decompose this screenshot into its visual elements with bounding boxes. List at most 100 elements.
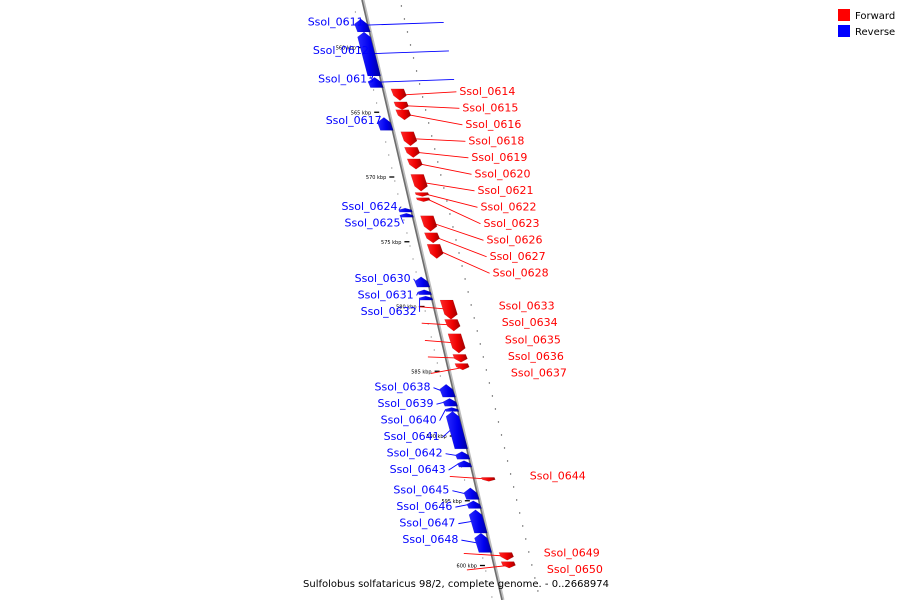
scale-dot	[412, 57, 415, 59]
gene-label-ssol-0628[interactable]: Ssol_0628	[493, 266, 549, 279]
gene-label-ssol-0634[interactable]: Ssol_0634	[502, 316, 558, 329]
scale-tick-label: 590 kbp	[426, 434, 446, 440]
gene-label-ssol-0643[interactable]: Ssol_0643	[390, 463, 446, 476]
gene-label-ssol-0644[interactable]: Ssol_0644	[530, 469, 586, 482]
gene-label-ssol-0623[interactable]: Ssol_0623	[484, 217, 540, 230]
gene-arrow-ssol-0623[interactable]	[415, 197, 431, 202]
scale-dot	[528, 551, 530, 553]
gene-label-ssol-0620[interactable]: Ssol_0620	[475, 167, 531, 180]
scale-dot	[479, 343, 481, 345]
gene-arrow-ssol-0634[interactable]	[444, 319, 461, 332]
gene-arrow-ssol-0638[interactable]	[439, 383, 457, 398]
scale-dot	[470, 304, 472, 306]
gene-arrow-ssol-0632[interactable]	[418, 295, 434, 301]
gene-arrow-ssol-0627[interactable]	[423, 232, 441, 244]
gene-label-ssol-0612[interactable]: Ssol_0612	[313, 44, 369, 57]
gene-label-ssol-0639[interactable]: Ssol_0639	[378, 397, 434, 410]
gene-label-ssol-0617[interactable]: Ssol_0617	[326, 114, 382, 127]
scale-dot	[531, 564, 533, 566]
scale-dot	[491, 395, 494, 397]
gene-label-ssol-0622[interactable]: Ssol_0622	[481, 200, 537, 213]
label-leader-line	[427, 194, 478, 208]
scale-tick-label: 575 kbp	[381, 240, 401, 246]
gene-arrow-ssol-0614[interactable]	[390, 88, 407, 101]
scale-dot	[379, 115, 381, 117]
gene-arrow-ssol-0620[interactable]	[406, 158, 423, 170]
gene-label-ssol-0645[interactable]: Ssol_0645	[393, 484, 449, 497]
gene-arrow-ssol-0645[interactable]	[463, 487, 480, 500]
gene-arrow-ssol-0641[interactable]	[445, 411, 469, 450]
gene-arrow-ssol-0646[interactable]	[466, 500, 483, 509]
gene-label-ssol-0611[interactable]: Ssol_0611	[308, 15, 364, 28]
gene-label-ssol-0630[interactable]: Ssol_0630	[355, 272, 411, 285]
gene-label-ssol-0613[interactable]: Ssol_0613	[318, 72, 374, 85]
gene-label-ssol-0633[interactable]: Ssol_0633	[499, 300, 555, 313]
gene-label-ssol-0640[interactable]: Ssol_0640	[381, 414, 437, 427]
label-leader-line	[355, 22, 444, 26]
gene-arrow-ssol-0625[interactable]	[399, 213, 415, 218]
label-leader-line	[406, 105, 460, 109]
gene-label-ssol-0627[interactable]: Ssol_0627	[490, 250, 546, 263]
gene-label-ssol-0647[interactable]: Ssol_0647	[399, 517, 455, 530]
gene-arrow-ssol-0648[interactable]	[474, 532, 493, 553]
gene-label-ssol-0624[interactable]: Ssol_0624	[342, 200, 398, 213]
gene-arrow-ssol-0631[interactable]	[417, 289, 433, 296]
label-leader-line	[439, 409, 446, 421]
gene-label-ssol-0615[interactable]: Ssol_0615	[462, 101, 518, 114]
gene-arrow-ssol-0633[interactable]	[439, 299, 458, 320]
gene-label-ssol-0636[interactable]: Ssol_0636	[508, 350, 564, 363]
gene-arrow-ssol-0612[interactable]	[357, 31, 382, 77]
gene-label-ssol-0632[interactable]: Ssol_0632	[361, 305, 417, 318]
gene-arrow-ssol-0649[interactable]	[498, 552, 515, 561]
label-leader-line	[442, 429, 451, 438]
gene-arrow-ssol-0643[interactable]	[457, 460, 473, 468]
gene-arrow-ssol-0617[interactable]	[377, 117, 394, 131]
scale-dot	[522, 525, 524, 527]
legend-reverse-swatch	[838, 25, 850, 37]
gene-label-ssol-0641[interactable]: Ssol_0641	[384, 430, 440, 443]
legend-forward-swatch	[838, 9, 850, 21]
gene-arrow-ssol-0636[interactable]	[452, 354, 468, 363]
gene-label-ssol-0642[interactable]: Ssol_0642	[387, 447, 443, 460]
gene-label-ssol-0625[interactable]: Ssol_0625	[345, 217, 401, 230]
gene-label-ssol-0619[interactable]: Ssol_0619	[471, 151, 527, 164]
gene-arrow-ssol-0626[interactable]	[420, 215, 438, 232]
gene-arrow-ssol-0618[interactable]	[400, 131, 418, 147]
gene-arrow-ssol-0615[interactable]	[393, 101, 409, 110]
gene-arrow-ssol-0622[interactable]	[414, 192, 430, 197]
gene-arrow-ssol-0613[interactable]	[367, 76, 384, 88]
scale-dot	[391, 167, 393, 169]
gene-label-ssol-0649[interactable]: Ssol_0649	[544, 546, 600, 559]
label-leader-line	[404, 91, 457, 96]
gene-arrow-ssol-0642[interactable]	[455, 451, 471, 460]
scale-dot	[394, 180, 396, 182]
gene-arrow-ssol-0624[interactable]	[398, 207, 413, 213]
gene-arrow-ssol-0650[interactable]	[500, 561, 516, 569]
scale-dot	[473, 317, 475, 319]
gene-label-ssol-0618[interactable]: Ssol_0618	[468, 134, 524, 147]
gene-label-ssol-0621[interactable]: Ssol_0621	[478, 184, 534, 197]
gene-label-ssol-0635[interactable]: Ssol_0635	[505, 333, 561, 346]
gene-arrow-ssol-0644[interactable]	[481, 477, 496, 482]
gene-label-ssol-0616[interactable]: Ssol_0616	[465, 118, 521, 131]
gene-arrow-ssol-0635[interactable]	[447, 333, 466, 354]
gene-arrow-ssol-0616[interactable]	[395, 109, 412, 121]
gene-arrow-ssol-0630[interactable]	[414, 276, 431, 288]
gene-arrow-ssol-0639[interactable]	[442, 398, 459, 407]
gene-label-ssol-0631[interactable]: Ssol_0631	[358, 288, 414, 301]
gene-arrow-ssol-0621[interactable]	[410, 174, 428, 192]
gene-label-ssol-0637[interactable]: Ssol_0637	[511, 366, 567, 379]
gene-label-ssol-0626[interactable]: Ssol_0626	[487, 233, 543, 246]
gene-arrow-ssol-0637[interactable]	[454, 363, 470, 371]
gene-label-ssol-0646[interactable]: Ssol_0646	[396, 500, 452, 513]
scale-dot	[412, 258, 414, 260]
scale-dot	[421, 96, 424, 98]
gene-label-ssol-0648[interactable]: Ssol_0648	[402, 533, 458, 546]
gene-label-ssol-0614[interactable]: Ssol_0614	[459, 85, 515, 98]
gene-arrow-ssol-0628[interactable]	[426, 244, 444, 259]
scale-dot	[452, 226, 454, 228]
gene-label-ssol-0638[interactable]: Ssol_0638	[375, 381, 431, 394]
gene-label-ssol-0650[interactable]: Ssol_0650	[547, 563, 603, 576]
gene-arrow-ssol-0619[interactable]	[404, 146, 421, 158]
label-leader-line	[448, 463, 459, 471]
